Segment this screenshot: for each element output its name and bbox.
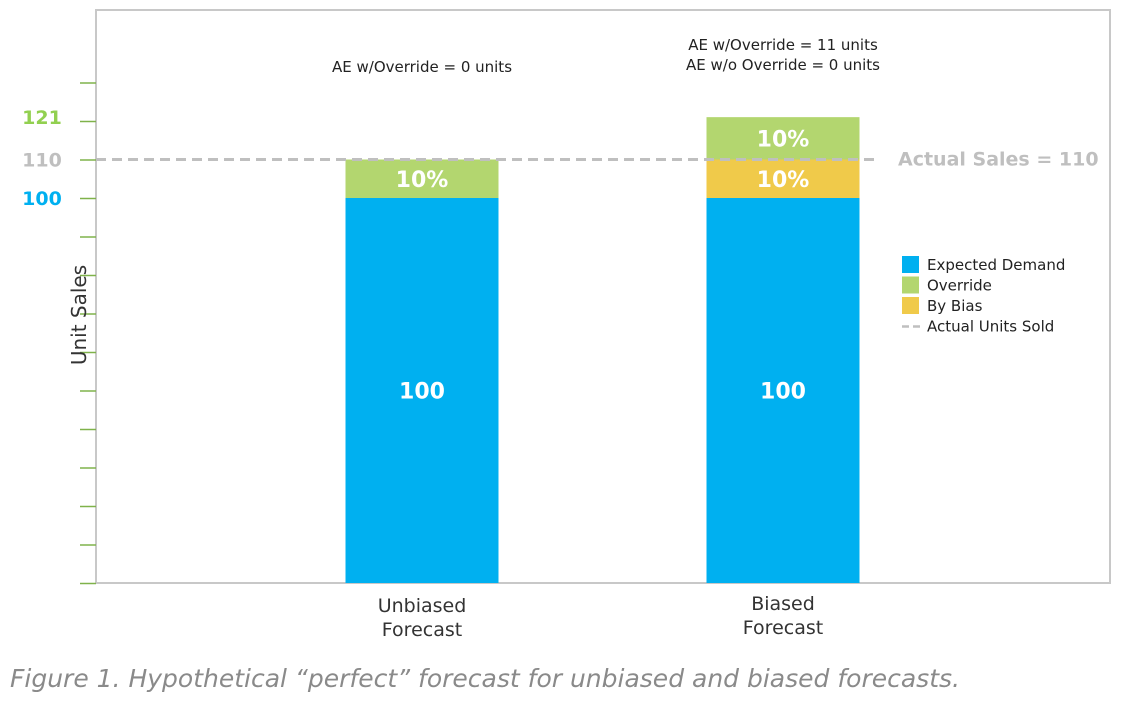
y-label-121: 121 xyxy=(22,107,62,129)
y-label-110: 110 xyxy=(22,150,62,172)
plot-frame xyxy=(95,9,1111,584)
category-label-line: Unbiased xyxy=(378,595,467,617)
y-label-100: 100 xyxy=(22,188,62,210)
legend-swatch xyxy=(902,256,919,273)
legend-label: Actual Units Sold xyxy=(927,318,1054,336)
legend: Expected Demand Override By Bias Actual Uni… xyxy=(902,256,1065,336)
bar-data-label: 10% xyxy=(396,168,449,193)
bar-data-label: 10% xyxy=(757,127,810,152)
legend-label: Override xyxy=(927,277,992,295)
y-axis-ticks xyxy=(80,82,96,585)
category-label-line: Biased xyxy=(751,593,815,615)
category-label-line: Forecast xyxy=(382,619,462,641)
bar-data-label: 100 xyxy=(399,380,445,405)
bar-segment-expected-demand xyxy=(345,198,499,583)
bar-segment-by-bias xyxy=(706,159,860,198)
y-axis-title: Unit Sales xyxy=(67,265,91,365)
bar-data-label: 100 xyxy=(760,380,806,405)
actual-sales-reference: Actual Sales = 110 xyxy=(96,149,1099,171)
category-label: Biased Forecast xyxy=(743,593,823,639)
category-label-line: Forecast xyxy=(743,617,823,639)
bar-segment-expected-demand xyxy=(706,198,860,583)
bar-segment-override xyxy=(345,159,499,198)
stacked-bar-chart: 121 110 100 Unit Sales 100 10% 100 10% 10% Act… xyxy=(22,9,1111,641)
category-label: Unbiased Forecast xyxy=(378,595,467,641)
annotation-line: AE w/Override = 11 units xyxy=(688,36,878,54)
bar-annotations: AE w/Override = 0 units AE w/Override = 1… xyxy=(332,36,880,76)
legend-label: Expected Demand xyxy=(927,256,1065,274)
bars: 100 10% 100 10% 10% xyxy=(345,117,860,583)
actual-sales-label: Actual Sales = 110 xyxy=(898,149,1099,171)
annotation-line: AE w/o Override = 0 units xyxy=(686,56,880,74)
legend-swatch xyxy=(902,276,919,294)
y-axis-labels: 121 110 100 xyxy=(22,107,62,210)
figure-caption: Figure 1. Hypothetical “perfect” forecas… xyxy=(10,664,960,693)
legend-label: By Bias xyxy=(927,297,983,315)
legend-swatch xyxy=(902,297,919,314)
bar-data-label: 10% xyxy=(757,168,810,193)
bar-segment-override xyxy=(706,117,860,160)
annotation-line: AE w/Override = 0 units xyxy=(332,58,512,76)
